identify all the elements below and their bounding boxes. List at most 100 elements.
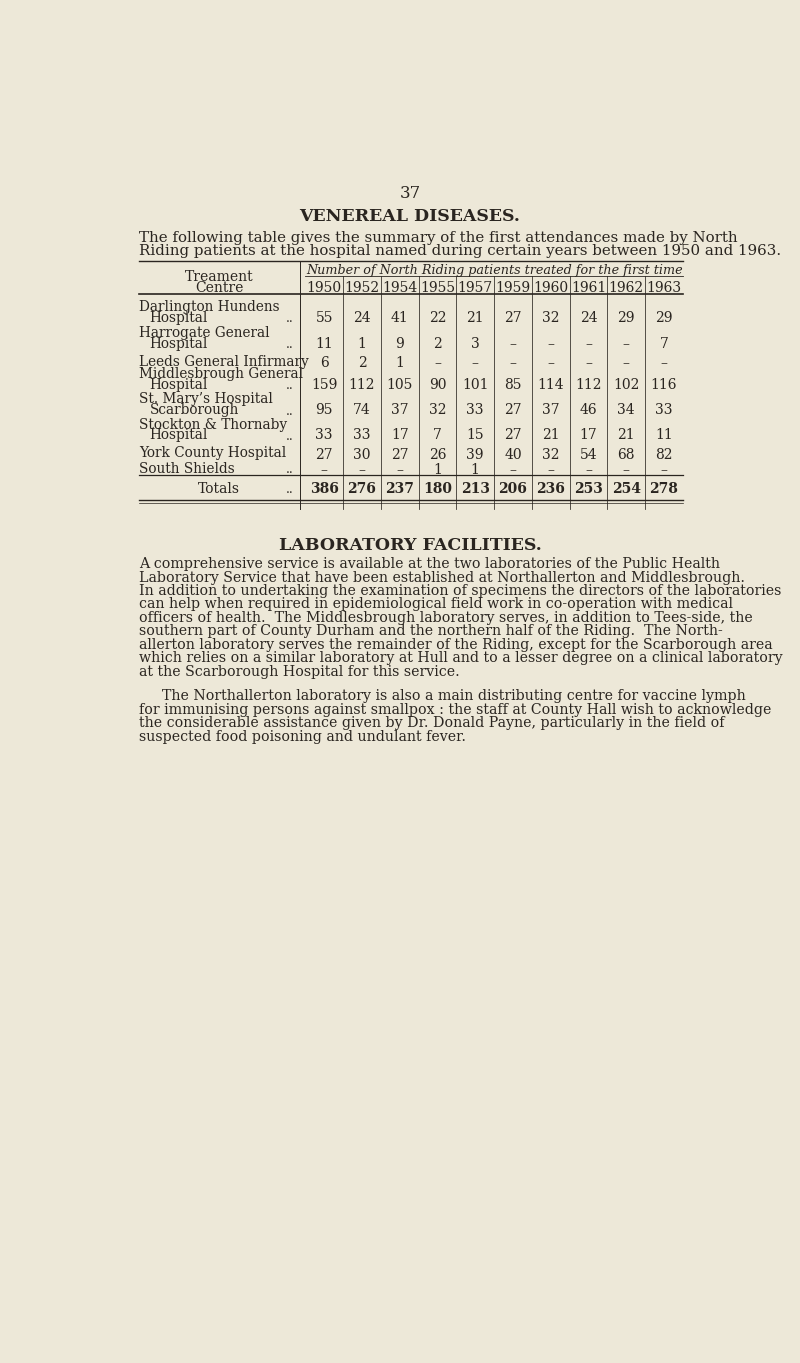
Text: 74: 74	[353, 403, 371, 417]
Text: officers of health.  The Middlesbrough laboratory serves, in addition to Tees-si: officers of health. The Middlesbrough la…	[138, 611, 753, 624]
Text: St. Mary’s Hospital: St. Mary’s Hospital	[138, 393, 273, 406]
Text: 180: 180	[423, 481, 452, 496]
Text: 32: 32	[542, 311, 559, 324]
Text: 46: 46	[580, 403, 598, 417]
Text: southern part of County Durham and the northern half of the Riding.  The North-: southern part of County Durham and the n…	[138, 624, 722, 638]
Text: 90: 90	[429, 378, 446, 391]
Text: 30: 30	[354, 447, 370, 462]
Text: 7: 7	[659, 337, 668, 350]
Text: 1954: 1954	[382, 281, 418, 294]
Text: 37: 37	[391, 403, 409, 417]
Text: 253: 253	[574, 481, 603, 496]
Text: 24: 24	[353, 311, 371, 324]
Text: for immunising persons against smallpox : the staff at County Hall wish to ackno: for immunising persons against smallpox …	[138, 702, 771, 717]
Text: –: –	[510, 356, 517, 371]
Text: The Northallerton laboratory is also a main distributing centre for vaccine lymp: The Northallerton laboratory is also a m…	[162, 690, 746, 703]
Text: which relies on a similar laboratory at Hull and to a lesser degree on a clinica: which relies on a similar laboratory at …	[138, 652, 782, 665]
Text: –: –	[585, 463, 592, 477]
Text: 33: 33	[466, 403, 484, 417]
Text: York County Hospital: York County Hospital	[138, 446, 286, 461]
Text: 33: 33	[315, 428, 333, 443]
Text: the considerable assistance given by Dr. Donald Payne, particularly in the field: the considerable assistance given by Dr.…	[138, 716, 724, 731]
Text: 1952: 1952	[345, 281, 379, 294]
Text: LABORATORY FACILITIES.: LABORATORY FACILITIES.	[278, 537, 542, 553]
Text: –: –	[510, 337, 517, 350]
Text: 29: 29	[655, 311, 673, 324]
Text: 9: 9	[395, 337, 404, 350]
Text: 37: 37	[399, 185, 421, 202]
Text: 11: 11	[655, 428, 673, 443]
Text: 237: 237	[386, 481, 414, 496]
Text: 15: 15	[466, 428, 484, 443]
Text: 27: 27	[504, 403, 522, 417]
Text: –: –	[661, 463, 667, 477]
Text: –: –	[321, 463, 328, 477]
Text: ..: ..	[286, 312, 294, 326]
Text: –: –	[547, 337, 554, 350]
Text: Number of North Riding patients treated for the first time: Number of North Riding patients treated …	[306, 263, 682, 277]
Text: 2: 2	[433, 337, 442, 350]
Text: 278: 278	[650, 481, 678, 496]
Text: In addition to undertaking the examination of specimens the directors of the lab: In addition to undertaking the examinati…	[138, 583, 781, 598]
Text: ..: ..	[286, 429, 294, 443]
Text: 102: 102	[613, 378, 639, 391]
Text: 33: 33	[655, 403, 673, 417]
Text: Scarborough: Scarborough	[150, 403, 239, 417]
Text: 101: 101	[462, 378, 489, 391]
Text: 11: 11	[315, 337, 333, 350]
Text: 1: 1	[358, 337, 366, 350]
Text: 1: 1	[395, 356, 404, 371]
Text: ..: ..	[286, 483, 294, 496]
Text: 1: 1	[470, 463, 480, 477]
Text: 386: 386	[310, 481, 338, 496]
Text: Hospital: Hospital	[150, 428, 208, 443]
Text: 26: 26	[429, 447, 446, 462]
Text: 21: 21	[466, 311, 484, 324]
Text: 1955: 1955	[420, 281, 455, 294]
Text: Stockton & Thornaby: Stockton & Thornaby	[138, 417, 287, 432]
Text: 27: 27	[504, 428, 522, 443]
Text: 82: 82	[655, 447, 673, 462]
Text: Harrogate General: Harrogate General	[138, 326, 270, 339]
Text: ..: ..	[286, 463, 294, 476]
Text: –: –	[472, 356, 478, 371]
Text: 24: 24	[580, 311, 598, 324]
Text: –: –	[510, 463, 517, 477]
Text: 55: 55	[315, 311, 333, 324]
Text: 22: 22	[429, 311, 446, 324]
Text: 112: 112	[575, 378, 602, 391]
Text: 1961: 1961	[571, 281, 606, 294]
Text: ..: ..	[286, 405, 294, 417]
Text: ..: ..	[286, 379, 294, 393]
Text: can help when required in epidemiological field work in co-operation with medica: can help when required in epidemiologica…	[138, 597, 733, 612]
Text: Darlington Hundens: Darlington Hundens	[138, 300, 279, 313]
Text: 3: 3	[471, 337, 479, 350]
Text: –: –	[661, 356, 667, 371]
Text: 1960: 1960	[533, 281, 568, 294]
Text: Centre: Centre	[195, 281, 243, 296]
Text: 21: 21	[542, 428, 559, 443]
Text: 159: 159	[311, 378, 338, 391]
Text: 213: 213	[461, 481, 490, 496]
Text: –: –	[358, 463, 366, 477]
Text: –: –	[547, 356, 554, 371]
Text: Laboratory Service that have been established at Northallerton and Middlesbrough: Laboratory Service that have been establ…	[138, 571, 745, 585]
Text: 112: 112	[349, 378, 375, 391]
Text: ..: ..	[286, 338, 294, 352]
Text: 1963: 1963	[646, 281, 682, 294]
Text: Middlesbrough General: Middlesbrough General	[138, 367, 303, 380]
Text: 7: 7	[433, 428, 442, 443]
Text: –: –	[547, 463, 554, 477]
Text: 27: 27	[504, 311, 522, 324]
Text: 68: 68	[618, 447, 635, 462]
Text: Hospital: Hospital	[150, 311, 208, 324]
Text: 114: 114	[538, 378, 564, 391]
Text: 206: 206	[498, 481, 527, 496]
Text: 116: 116	[650, 378, 677, 391]
Text: suspected food poisoning and undulant fever.: suspected food poisoning and undulant fe…	[138, 729, 466, 743]
Text: Leeds General Infirmary: Leeds General Infirmary	[138, 354, 309, 368]
Text: 1957: 1957	[458, 281, 493, 294]
Text: 1962: 1962	[609, 281, 644, 294]
Text: 34: 34	[618, 403, 635, 417]
Text: –: –	[434, 356, 441, 371]
